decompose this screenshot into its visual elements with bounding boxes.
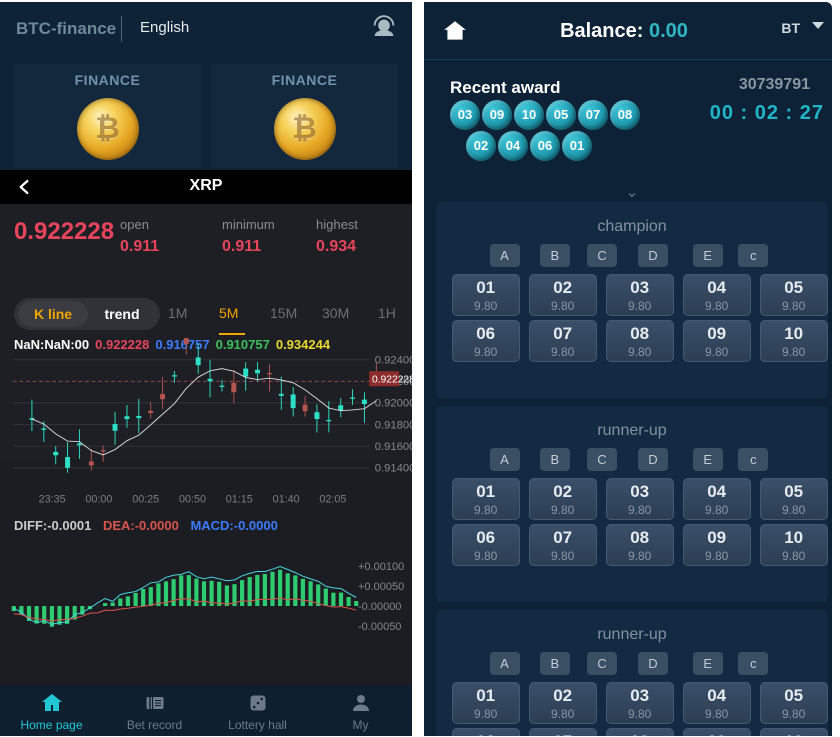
svg-text:23:35: 23:35	[39, 494, 66, 506]
svg-text:01:40: 01:40	[273, 494, 300, 506]
svg-text:0.92000: 0.92000	[375, 398, 412, 410]
svg-text:-0.00050: -0.00050	[358, 621, 401, 633]
svg-text:0.92400: 0.92400	[375, 354, 412, 366]
svg-text:00:25: 00:25	[132, 494, 159, 506]
svg-text:0.91600: 0.91600	[375, 441, 412, 453]
svg-text:+0.00050: +0.00050	[358, 581, 404, 593]
svg-text:01:15: 01:15	[226, 494, 253, 506]
svg-text:+0.00100: +0.00100	[358, 561, 404, 573]
svg-text:-0.00000: -0.00000	[358, 601, 401, 613]
svg-text:0.922228: 0.922228	[372, 375, 412, 386]
svg-text:0.91400: 0.91400	[375, 463, 412, 475]
svg-text:00:00: 00:00	[85, 494, 112, 506]
svg-text:02:05: 02:05	[319, 494, 346, 506]
svg-text:00:50: 00:50	[179, 494, 206, 506]
svg-text:0.91800: 0.91800	[375, 419, 412, 431]
